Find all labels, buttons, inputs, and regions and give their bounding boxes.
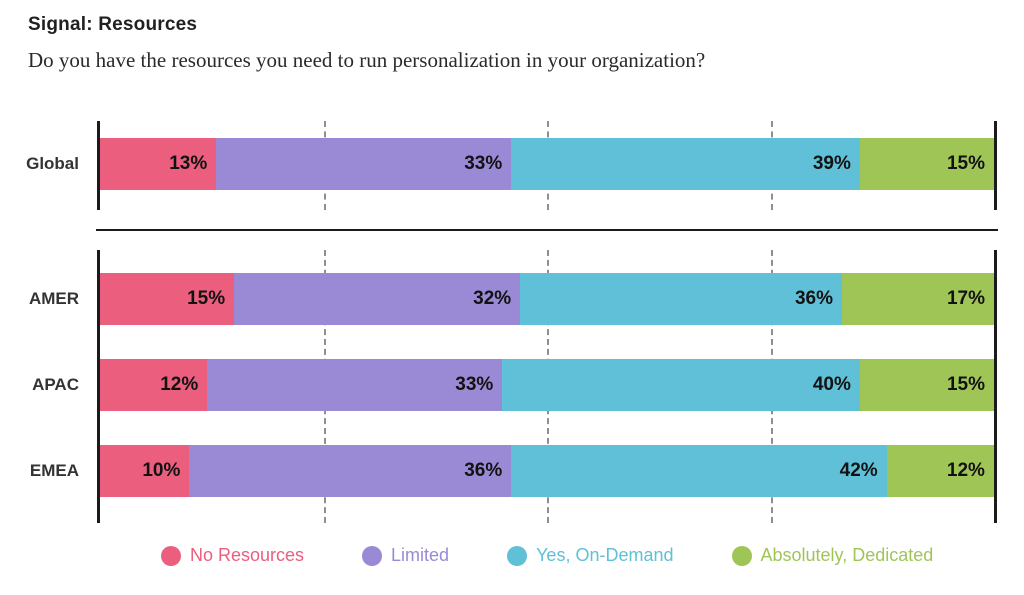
segment-value-label: 12% [160,374,199,395]
row-label: APAC [32,375,79,394]
row-label: Global [26,154,79,173]
bar-track: 13% 33% 39% 15% [100,138,994,190]
chart-legend: No Resources Limited Yes, On-Demand Absolut… [161,545,933,566]
legend-dot-icon [731,545,752,566]
legend-dot-icon [362,545,383,566]
bar-segment-absolutely-dedicated: 12% [886,445,994,497]
segment-value-label: 40% [812,374,851,395]
survey-question: Do you have the resources you need to ru… [28,48,706,72]
bar-segment-limited: 33% [216,138,512,190]
segment-value-label: 10% [142,460,181,481]
page-title: Signal: Resources [28,14,198,35]
bar-track: 12% 33% 40% 15% [100,359,994,411]
bar-segment-no-resources: 13% [100,138,217,190]
bar-segment-yes-on-demand: 39% [511,138,860,190]
bar-row-emea: EMEA 10% 36% 42% 12% [30,445,994,497]
legend-label: No Resources [190,545,305,565]
bar-segment-yes-on-demand: 40% [502,359,860,411]
segment-value-label: 33% [455,374,494,395]
bar-segment-yes-on-demand: 36% [520,273,842,325]
bar-segment-no-resources: 15% [100,273,235,325]
row-label: EMEA [29,461,79,480]
bar-row-amer: AMER 15% 32% 36% 17% [29,273,994,325]
bar-segment-no-resources: 12% [100,359,208,411]
bar-segment-absolutely-dedicated: 15% [859,138,994,190]
segment-value-label: 15% [187,288,226,309]
chart-section-global: Global 13% 33% 39% 15% [26,121,997,210]
bar-row-global: Global 13% 33% 39% 15% [26,138,994,190]
segment-value-label: 15% [946,374,985,395]
segment-value-label: 32% [473,288,512,309]
bar-segment-no-resources: 10% [100,445,190,497]
chart-section-regions: AMER 15% 32% 36% 17% APAC 12% 33% 40% 15% EMEA 10% 3… [29,250,997,523]
segment-value-label: 42% [839,460,878,481]
segment-value-label: 33% [464,153,503,174]
legend-item-limited: Limited [362,545,449,566]
bar-segment-limited: 33% [207,359,503,411]
bar-track: 15% 32% 36% 17% [100,273,994,325]
legend-label: Limited [391,545,450,565]
segment-value-label: 13% [169,153,208,174]
segment-value-label: 39% [812,153,851,174]
bar-row-apac: APAC 12% 33% 40% 15% [32,359,994,411]
row-label: AMER [28,289,79,308]
bar-track: 10% 36% 42% 12% [100,445,994,497]
segment-value-label: 17% [946,288,985,309]
legend-item-no-resources: No Resources [161,545,304,566]
bar-segment-absolutely-dedicated: 17% [842,273,994,325]
bar-segment-limited: 36% [189,445,512,497]
bar-segment-limited: 32% [234,273,521,325]
legend-item-absolutely-dedicated: Absolutely, Dedicated [731,545,934,566]
segment-value-label: 36% [464,460,503,481]
legend-dot-icon [507,545,528,566]
segment-value-label: 36% [794,288,833,309]
legend-label: Absolutely, Dedicated [760,545,934,565]
segment-value-label: 12% [946,460,985,481]
section-separator-line [96,229,998,231]
bar-segment-yes-on-demand: 42% [511,445,887,497]
legend-item-yes-on-demand: Yes, On-Demand [507,545,674,566]
bar-segment-absolutely-dedicated: 15% [859,359,994,411]
legend-label: Yes, On-Demand [536,545,674,565]
segment-value-label: 15% [946,153,985,174]
legend-dot-icon [161,545,181,566]
